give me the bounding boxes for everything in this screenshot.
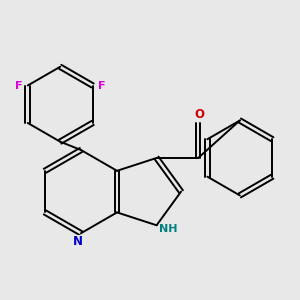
Text: O: O xyxy=(194,108,204,121)
Text: NH: NH xyxy=(159,224,178,234)
Text: F: F xyxy=(15,80,22,91)
Text: N: N xyxy=(73,235,83,248)
Text: F: F xyxy=(98,80,106,91)
